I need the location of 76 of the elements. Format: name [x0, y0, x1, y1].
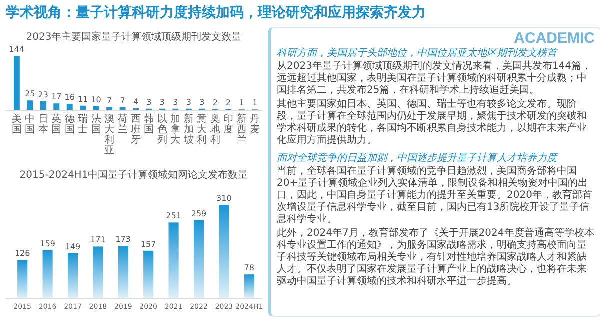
bar: [14, 56, 20, 110]
x-tick-label: 奥地利: [209, 113, 220, 146]
bar: [168, 222, 179, 298]
bar: [93, 106, 100, 110]
data-label: 3: [200, 98, 205, 107]
bar: [54, 104, 60, 110]
x-tick-label: 日本: [38, 114, 48, 136]
text: 此外，2024年7月，教育部发布了《关于开展2024年度普通高等学校本科专业设置工作的通知》，为服务国家战略需求，明确支持高校面向量子科技等关键领域布局相关专业，有针对性地培养国家战略人才和紧缺人才。不仅表明了国家在发展量子计算产业上的战略决心，也将在未来驱动中国量子计算领域的技术和科研水平进一步提高。: [277, 228, 595, 288]
data-label: 25: [25, 90, 36, 99]
text: 当前，全球各国在量子计算领域的竞争日趋激烈，美国商务部将中国20+量子计算领域企业列入实体清单，限制设备和相关物资对中国的出口，因此，中国自身量子计算能力的提升至关重要。2020年，教育部首次增设量子信息科学专业，截至目前，国内已有13所院校开设了量子信息科学专业。: [277, 166, 594, 226]
x-tick-label: 丹麦: [250, 114, 260, 136]
data-label: 11: [78, 94, 88, 104]
x-tick-label: 印度: [224, 113, 234, 136]
x-tick-label: 西班牙: [131, 114, 141, 146]
data-label: 10: [91, 95, 102, 104]
data-label: 3: [173, 98, 178, 107]
data-label: 7: [120, 96, 126, 106]
bar: [118, 246, 128, 298]
x-tick-label: 意大利: [196, 113, 208, 146]
data-label: 3: [186, 98, 192, 107]
bar: [42, 250, 53, 298]
data-label: 3: [146, 98, 152, 107]
bar: [219, 205, 230, 298]
data-label: 173: [116, 235, 132, 244]
bar: [93, 246, 104, 298]
chart-subtitle: 2015-2024H1中国量子计算领域知网论文发布数量: [20, 169, 248, 181]
chart-title: 学术视角：量子计算科研力度持续加码，理论研究和应用探索齐发力: [6, 4, 426, 21]
x-tick-label: 加拿大: [170, 113, 181, 146]
data-label: 126: [14, 249, 30, 258]
bar: [66, 104, 73, 110]
bar: [194, 220, 204, 298]
x-tick-label: 德国: [64, 114, 75, 136]
bar: [244, 274, 254, 298]
text: 面对全球竞争的日益加剧，中国逐步提升量子计算人才培养力度: [277, 153, 560, 165]
data-label: 16: [64, 93, 75, 102]
x-tick-label: 澳大利亚: [104, 113, 115, 156]
data-label: 7: [106, 96, 112, 106]
x-tick-label: 瑞士: [78, 113, 88, 136]
data-label: 171: [90, 236, 106, 245]
data-label: 1: [252, 98, 258, 108]
data-label: 23: [38, 90, 48, 100]
bar: [40, 101, 46, 110]
x-tick-label: 中国: [25, 113, 36, 136]
x-tick-label: 荷兰: [118, 113, 128, 136]
data-label: 78: [244, 264, 254, 273]
bar: [106, 107, 113, 110]
data-label: 149: [65, 242, 81, 252]
data-label: 17: [52, 92, 62, 102]
bar: [68, 253, 78, 298]
x-tick-label: 新加坡: [182, 113, 194, 146]
data-label: 259: [191, 209, 207, 218]
data-label: 251: [166, 212, 182, 221]
data-label: 159: [40, 239, 56, 248]
x-tick-label: 新西兰: [236, 113, 247, 146]
bar: [18, 260, 28, 298]
x-tick-label: 以色列: [157, 113, 168, 146]
data-label: 310: [216, 194, 232, 203]
text: ACADEMIC: [513, 30, 595, 47]
bar: [27, 100, 34, 110]
text: 从2023年量子计算领域顶级期刊的发文情况来看，美国共发布144篇，远远超过其他国家，表明美国在量子计算领域的科研积累十分成熟；中国排名第二，共发布25篇，在科研和学术上持续追赶美国。: [277, 61, 593, 97]
data-label: 2: [226, 98, 232, 108]
data-label: 1: [239, 98, 244, 108]
bar: [80, 106, 86, 110]
data-label: 3: [160, 98, 166, 107]
data-label: 4: [133, 98, 139, 106]
data-label: 157: [140, 240, 156, 249]
x-tick-label: 美国: [12, 113, 22, 136]
text: 科研方面，美国居于头部地位，中国位居亚太地区期刊发文榜首: [277, 48, 560, 60]
x-tick-label: 法国: [91, 113, 102, 136]
chart-subtitle: 2023年主要国家量子计算领域顶级期刊发文数量: [26, 31, 242, 43]
text: 其他主要国家如日本、英国、德国、瑞士等也有较多论文发布。现阶段，量子计算在全球范围内仍处于发展早期，聚焦于技术研发的突破和学术科研成果的转化，各国均不断积累自身技术能力，以期在未来产业化应用方面提供助力。: [277, 99, 588, 147]
x-tick-label: 英国: [52, 113, 62, 136]
x-tick-label: 韩国: [144, 113, 154, 136]
bar: [144, 250, 154, 298]
data-label: 2: [212, 98, 218, 108]
data-label: 144: [9, 45, 25, 54]
